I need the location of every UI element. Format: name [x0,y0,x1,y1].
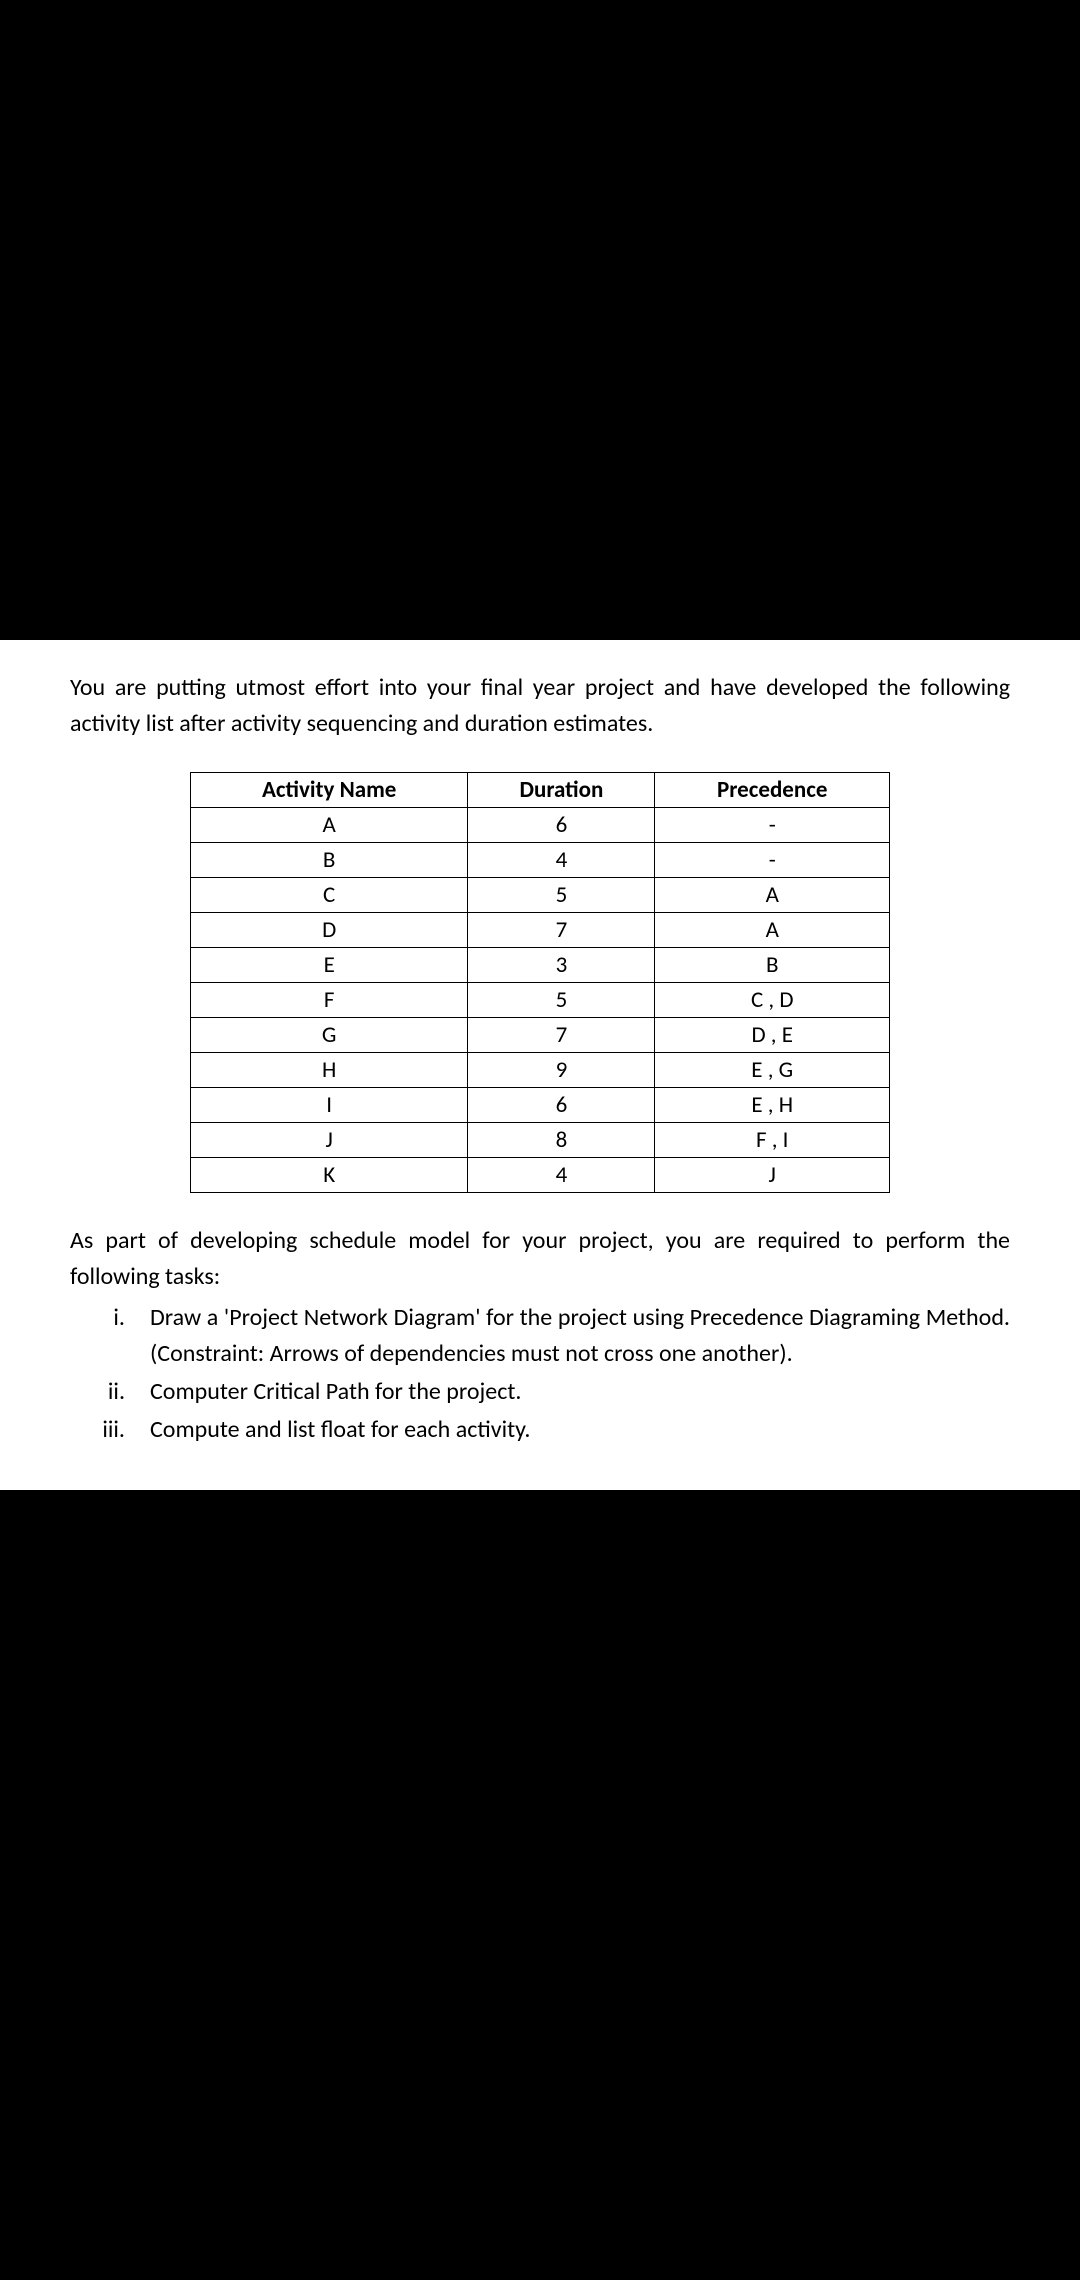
cell-precedence: A [655,913,890,948]
cell-precedence: - [655,843,890,878]
cell-precedence: C , D [655,983,890,1018]
table-row: D 7 A [191,913,890,948]
cell-activity: D [191,913,468,948]
cell-activity: G [191,1018,468,1053]
cell-duration: 5 [468,878,655,913]
task-list: i. Draw a 'Project Network Diagram' for … [70,1300,1010,1448]
cell-activity: J [191,1123,468,1158]
cell-precedence: E , H [655,1088,890,1123]
cell-duration: 6 [468,1088,655,1123]
table-row: C 5 A [191,878,890,913]
cell-activity: E [191,948,468,983]
cell-activity: F [191,983,468,1018]
cell-duration: 6 [468,808,655,843]
task-item: ii. Computer Critical Path for the proje… [70,1374,1010,1410]
header-precedence: Precedence [655,773,890,808]
cell-duration: 5 [468,983,655,1018]
document-content: You are putting utmost effort into your … [0,640,1080,1490]
cell-precedence: F , I [655,1123,890,1158]
task-number: iii. [70,1412,150,1448]
cell-duration: 9 [468,1053,655,1088]
task-text: Compute and list float for each activity… [150,1412,1010,1448]
table-row: I 6 E , H [191,1088,890,1123]
tasks-intro-paragraph: As part of developing schedule model for… [70,1223,1010,1295]
task-item: iii. Compute and list float for each act… [70,1412,1010,1448]
cell-duration: 7 [468,1018,655,1053]
table-row: A 6 - [191,808,890,843]
cell-precedence: B [655,948,890,983]
cell-duration: 4 [468,843,655,878]
cell-precedence: A [655,878,890,913]
cell-activity: I [191,1088,468,1123]
table-header-row: Activity Name Duration Precedence [191,773,890,808]
cell-duration: 4 [468,1158,655,1193]
cell-duration: 7 [468,913,655,948]
task-text: Draw a 'Project Network Diagram' for the… [150,1300,1010,1372]
task-number: ii. [70,1374,150,1410]
cell-precedence: E , G [655,1053,890,1088]
task-text: Computer Critical Path for the project. [150,1374,1010,1410]
table-row: F 5 C , D [191,983,890,1018]
task-number: i. [70,1300,150,1372]
cell-activity: C [191,878,468,913]
table-row: K 4 J [191,1158,890,1193]
cell-duration: 3 [468,948,655,983]
table-row: E 3 B [191,948,890,983]
table-row: H 9 E , G [191,1053,890,1088]
table-row: G 7 D , E [191,1018,890,1053]
activity-table: Activity Name Duration Precedence A 6 - … [190,772,890,1193]
cell-activity: H [191,1053,468,1088]
cell-activity: K [191,1158,468,1193]
task-item: i. Draw a 'Project Network Diagram' for … [70,1300,1010,1372]
cell-precedence: D , E [655,1018,890,1053]
cell-duration: 8 [468,1123,655,1158]
header-activity-name: Activity Name [191,773,468,808]
table-row: J 8 F , I [191,1123,890,1158]
cell-activity: B [191,843,468,878]
cell-activity: A [191,808,468,843]
cell-precedence: J [655,1158,890,1193]
cell-precedence: - [655,808,890,843]
intro-paragraph: You are putting utmost effort into your … [70,670,1010,742]
table-row: B 4 - [191,843,890,878]
header-duration: Duration [468,773,655,808]
